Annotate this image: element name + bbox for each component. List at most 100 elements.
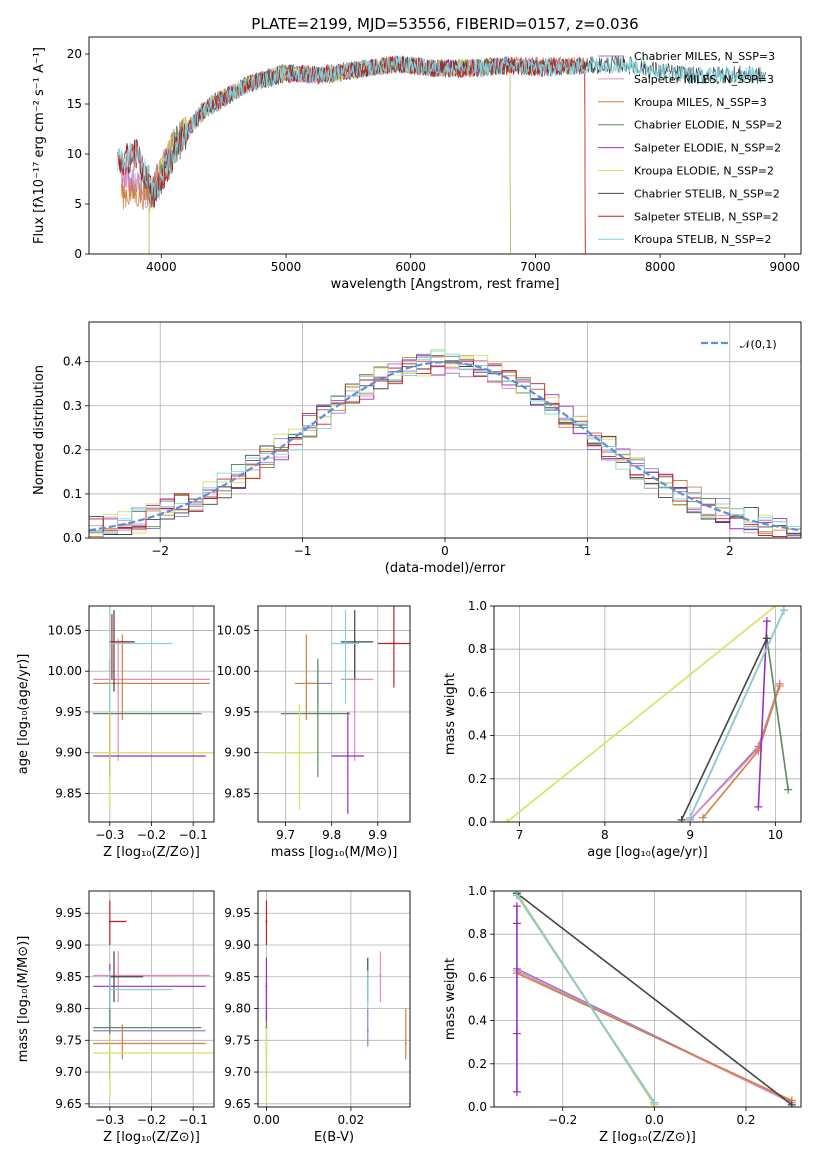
- data-marker: [502, 818, 511, 822]
- y-tick-label: 0.2: [63, 443, 82, 457]
- spectrum-panel: 4000 5000 6000 7000 8000 9000 0 5 10 15 20 waveleng…: [32, 36, 802, 292]
- y-axis-label: Normed distribution: [32, 365, 47, 495]
- age-vs-mass-panel: 9.7 9.8 9.9 9.85 9.90 9.95 10.00 10.05 mass [log…: [217, 605, 411, 860]
- x-tick-label: 0.02: [338, 1113, 365, 1127]
- histogram-steps: [89, 355, 801, 538]
- x-axis-label: (data-model)/error: [385, 561, 506, 576]
- y-tick-label: 10.05: [48, 623, 82, 637]
- series-line: [121, 55, 586, 254]
- data-marker: [787, 1100, 796, 1107]
- mass-weight-vs-metallicity-panel: −0.2 0.0 0.2 0.0 0.2 0.4 0.6 0.8 1.0 Z [log₁₀(Z/Z…: [443, 884, 802, 1145]
- data-point: [108, 642, 111, 645]
- histogram-steps: [89, 350, 801, 538]
- data-marker: [771, 606, 780, 610]
- plot-area: [117, 55, 766, 254]
- y-tick-label: 0.2: [468, 772, 487, 786]
- y-tick-label: 15: [67, 97, 82, 111]
- y-tick-label: 0.6: [468, 685, 487, 699]
- x-axis-label: Z [log₁₀(Z/Z⊙)]: [103, 845, 200, 860]
- data-point: [404, 1042, 407, 1045]
- y-tick-label: 9.85: [55, 786, 82, 800]
- x-tick-label: −0.2: [548, 1113, 577, 1127]
- series-line: [689, 683, 781, 821]
- data-point: [110, 640, 113, 643]
- histogram-steps: [89, 360, 801, 538]
- data-point: [316, 712, 319, 715]
- y-tick-label: 10.00: [48, 664, 82, 678]
- axes-frame: [88, 321, 802, 539]
- plot-area: [265, 900, 407, 1104]
- x-tick-label: −0.1: [179, 1113, 208, 1127]
- y-tick-label: 9.80: [224, 1002, 251, 1016]
- series-line: [516, 972, 793, 1102]
- legend-entry: Chabrier STELIB, N_SSP=2: [634, 187, 780, 200]
- y-tick-label: 9.95: [224, 906, 251, 920]
- data-marker: [512, 919, 521, 928]
- x-axis-label: age [log₁₀(age/yr)]: [587, 845, 708, 860]
- plot-area: [93, 900, 214, 1098]
- data-point: [265, 1052, 268, 1054]
- data-point: [344, 642, 347, 645]
- age-vs-metallicity-panel: −0.3 −0.2 −0.1 9.85 9.90 9.95 10.00 10.05 Z [log…: [16, 605, 215, 860]
- y-tick-label: 9.70: [55, 1065, 82, 1079]
- series-line: [148, 56, 511, 254]
- series-line: [148, 56, 511, 254]
- x-tick-label: 8: [601, 828, 609, 842]
- x-tick-label: 0.0: [645, 1113, 664, 1127]
- y-axis-label: age [log₁₀(age/yr)]: [16, 654, 31, 775]
- x-tick-label: 4000: [146, 260, 177, 274]
- x-tick-label: 9.9: [368, 828, 387, 842]
- y-tick-label: 0.0: [63, 531, 82, 545]
- data-point: [121, 1042, 124, 1045]
- data-point: [117, 678, 120, 681]
- y-tick-label: 1.0: [468, 599, 487, 613]
- axes-frame: [88, 605, 215, 823]
- axes-frame: [88, 36, 802, 255]
- data-marker: [779, 606, 788, 615]
- series-line: [121, 55, 586, 254]
- x-tick-label: 0.2: [736, 1113, 755, 1127]
- mass-vs-extinction-panel: 0.00 0.02 9.65 9.70 9.75 9.80 9.85 9.90 9.95 E(B-…: [224, 890, 411, 1145]
- legend-entry: Salpeter STELIB, N_SSP=2: [634, 210, 779, 223]
- data-point: [108, 751, 111, 754]
- x-tick-label: −2: [151, 544, 169, 558]
- y-tick-label: 9.65: [224, 1097, 251, 1111]
- legend-entry: Salpeter MILES, N_SSP=3: [634, 73, 774, 86]
- legend-entry: Chabrier MILES, N_SSP=3: [634, 50, 775, 63]
- y-tick-label: 9.95: [55, 906, 82, 920]
- data-point: [392, 642, 395, 645]
- data-marker: [754, 802, 763, 811]
- data-point: [108, 988, 111, 991]
- x-axis-label: mass [log₁₀(M/M⊙)]: [271, 845, 398, 860]
- data-point: [117, 974, 120, 977]
- data-point: [379, 974, 382, 977]
- axes-frame: [257, 605, 411, 823]
- data-point: [108, 1052, 111, 1054]
- data-point: [366, 988, 369, 991]
- data-marker: [512, 1029, 521, 1038]
- series-line: [516, 892, 793, 1106]
- series-line: [121, 55, 586, 254]
- y-axis-label: mass [log₁₀(M/M⊙)]: [16, 936, 31, 1063]
- y-tick-label: 0.8: [468, 927, 487, 941]
- series-line: [148, 55, 511, 254]
- y-tick-label: 9.85: [224, 970, 251, 984]
- x-tick-label: 9.8: [322, 828, 341, 842]
- axes-frame: [257, 890, 411, 1108]
- residual-histogram-panel: −2 −1 0 1 2 0.0 0.1 0.2 0.3 0.4 (data-model)/error…: [32, 321, 802, 576]
- y-tick-label: 0: [74, 247, 82, 261]
- series-line: [516, 894, 656, 1104]
- data-point: [108, 920, 111, 923]
- x-axis-label: E(B-V): [314, 1130, 354, 1145]
- mass-vs-metallicity-panel: −0.3 −0.2 −0.1 9.65 9.70 9.75 9.80 9.85 9.90 9.95…: [16, 890, 215, 1145]
- data-marker: [686, 813, 695, 822]
- y-tick-label: 9.90: [55, 746, 82, 760]
- y-tick-label: 5: [74, 197, 82, 211]
- data-point: [346, 754, 349, 757]
- x-tick-label: 2: [726, 544, 734, 558]
- x-tick-label: 0: [441, 544, 449, 558]
- y-tick-label: 0.0: [468, 815, 487, 829]
- y-tick-label: 9.85: [55, 970, 82, 984]
- x-tick-label: 9: [686, 828, 694, 842]
- axes-frame: [493, 605, 802, 823]
